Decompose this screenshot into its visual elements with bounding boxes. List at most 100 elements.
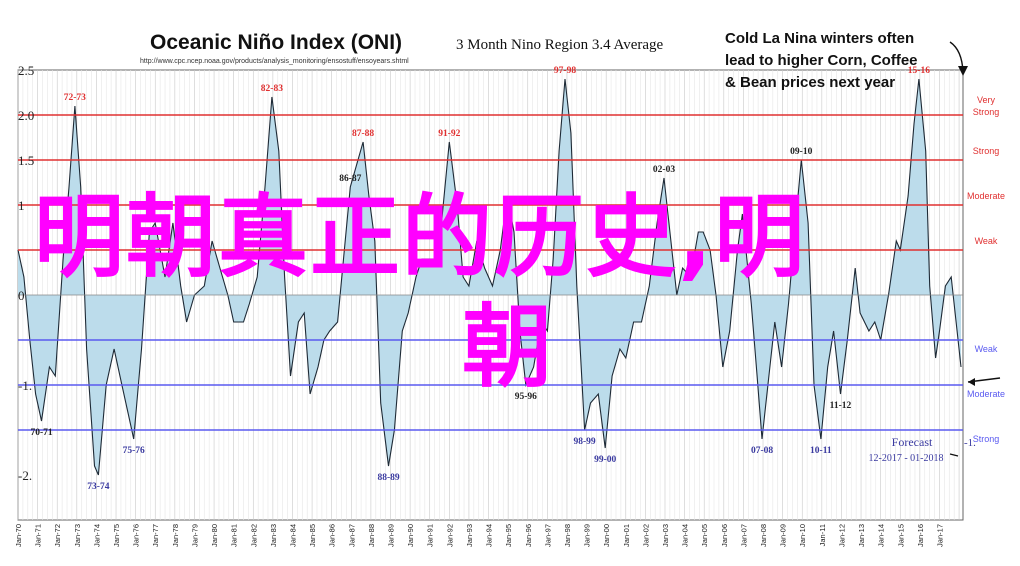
threshold-label-word: Moderate — [967, 191, 1005, 201]
event-label: 82-83 — [261, 84, 283, 94]
x-tick-label: Jan-90 — [406, 524, 415, 547]
x-tick-label: Jan-83 — [269, 524, 278, 547]
x-tick-label: Jan-92 — [445, 524, 454, 547]
forecast-range: 12-2017 - 01-2018 — [869, 453, 944, 464]
x-tick-label: Jan-09 — [779, 524, 788, 547]
threshold-label-word: Weak — [975, 236, 998, 246]
threshold-label-word: Weak — [975, 344, 998, 354]
x-tick-label: Jan-05 — [700, 524, 709, 547]
x-tick-label: Jan-98 — [563, 524, 572, 547]
event-label: 11-12 — [830, 401, 852, 411]
annotation-line: lead to higher Corn, Coffee — [725, 52, 918, 69]
chart-subtitle: 3 Month Nino Region 3.4 Average — [456, 37, 664, 53]
x-tick-label: Jan-93 — [465, 524, 474, 547]
threshold-label: Moderate — [967, 389, 1005, 399]
x-tick-label: Jan-79 — [190, 524, 199, 547]
threshold-label: Strong — [973, 146, 1000, 156]
x-tick-label: Jan-87 — [347, 524, 356, 547]
event-label: 86-87 — [339, 174, 361, 184]
event-label: 72-73 — [64, 93, 86, 103]
x-tick-label: Jan-97 — [543, 524, 552, 547]
annotation-arrow-head — [958, 66, 968, 76]
event-label: 15-16 — [908, 66, 930, 76]
event-label: 95-96 — [515, 392, 537, 402]
x-tick-label: Jan-89 — [387, 524, 396, 547]
threshold-label-word: Very — [977, 95, 996, 105]
y-tick-label: 2.0 — [18, 108, 34, 123]
x-tick-label: Jan-14 — [877, 524, 886, 547]
x-tick-label: Jan-00 — [602, 524, 611, 547]
event-label: 73-74 — [87, 482, 109, 492]
y-tick-label: 1.5 — [18, 153, 34, 168]
x-tick-label: Jan-81 — [230, 524, 239, 547]
x-tick-label: Jan-95 — [504, 524, 513, 547]
threshold-label-word: Strong — [973, 107, 1000, 117]
event-label: 88-89 — [377, 473, 399, 483]
threshold-label: Very Strong — [973, 95, 1000, 117]
x-tick-label: Jan-85 — [308, 524, 317, 547]
x-tick-label: Jan-72 — [53, 524, 62, 547]
y-tick-label: -1. — [18, 378, 32, 393]
y-tick-label: 1 — [18, 198, 25, 213]
threshold-label: Weak — [975, 236, 998, 246]
event-label: 91-92 — [438, 129, 460, 139]
x-tick-label: Jan-15 — [896, 524, 905, 547]
x-tick-label: Jan-16 — [916, 524, 925, 547]
event-label: 02-03 — [653, 165, 675, 175]
forecast-label: Forecast — [892, 435, 933, 449]
x-tick-label: Jan-02 — [641, 524, 650, 547]
x-tick-label: Jan-71 — [34, 524, 43, 547]
x-tick-label: Jan-12 — [837, 524, 846, 547]
event-label: 99-00 — [594, 455, 616, 465]
threshold-label-word: Strong — [973, 434, 1000, 444]
x-tick-label: Jan-96 — [524, 524, 533, 547]
x-tick-label: Jan-76 — [132, 524, 141, 547]
x-tick-label: Jan-82 — [249, 524, 258, 547]
x-tick-label: Jan-11 — [818, 524, 827, 546]
x-tick-label: Jan-91 — [426, 524, 435, 547]
source-url: http://www.cpc.ncep.noaa.gov/products/an… — [140, 58, 409, 65]
x-tick-label: Jan-06 — [720, 524, 729, 547]
x-tick-label: Jan-01 — [622, 524, 631, 547]
event-label: 09-10 — [790, 147, 812, 157]
chart-labels: Very Strong Strong Moderate Weak Weak Moderate… — [14, 63, 1005, 547]
chart-title: Oceanic Niño Index (ONI) — [150, 31, 402, 54]
y-tick-label: 0 — [18, 288, 25, 303]
forecast-value: -1. — [964, 437, 976, 449]
event-label: 98-99 — [574, 437, 596, 447]
x-tick-label: Jan-74 — [92, 524, 101, 547]
x-tick-label: Jan-03 — [661, 524, 670, 547]
overlay-title-line1: 明朝真正的历史,明 — [34, 185, 807, 290]
event-label: 70-71 — [30, 428, 52, 438]
threshold-label-word: Moderate — [967, 389, 1005, 399]
x-tick-label: Jan-17 — [935, 524, 944, 547]
x-tick-label: Jan-73 — [73, 524, 82, 547]
x-tick-label: Jan-78 — [171, 524, 180, 547]
x-tick-label: Jan-10 — [798, 524, 807, 547]
forecast-arrow-head — [968, 378, 975, 386]
commodity-annotation: Cold La Nina winters often lead to higher… — [725, 30, 968, 91]
x-tick-label: Jan-13 — [857, 524, 866, 547]
plot-area — [17, 69, 964, 521]
x-tick-label: Jan-08 — [759, 524, 768, 547]
x-tick-label: Jan-86 — [328, 524, 337, 547]
overlay-title-line2: 朝 — [462, 295, 554, 400]
event-label: 07-08 — [751, 446, 773, 456]
event-label: 75-76 — [123, 446, 145, 456]
x-tick-label: Jan-07 — [739, 524, 748, 547]
event-label: 10-11 — [810, 446, 832, 456]
oni-area — [18, 79, 962, 475]
x-tick-label: Jan-04 — [681, 524, 690, 547]
threshold-label: Moderate — [967, 191, 1005, 201]
event-label: 87-88 — [352, 129, 374, 139]
event-label: 97-98 — [554, 66, 576, 76]
x-tick-label: Jan-70 — [14, 524, 23, 547]
oni-line — [17, 78, 962, 476]
x-tick-label: Jan-99 — [583, 524, 592, 547]
x-tick-label: Jan-88 — [367, 524, 376, 547]
x-tick-label: Jan-77 — [151, 524, 160, 547]
x-tick-label: Jan-84 — [288, 524, 297, 547]
threshold-label-word: Strong — [973, 146, 1000, 156]
annotation-line: Cold La Nina winters often — [725, 30, 914, 47]
